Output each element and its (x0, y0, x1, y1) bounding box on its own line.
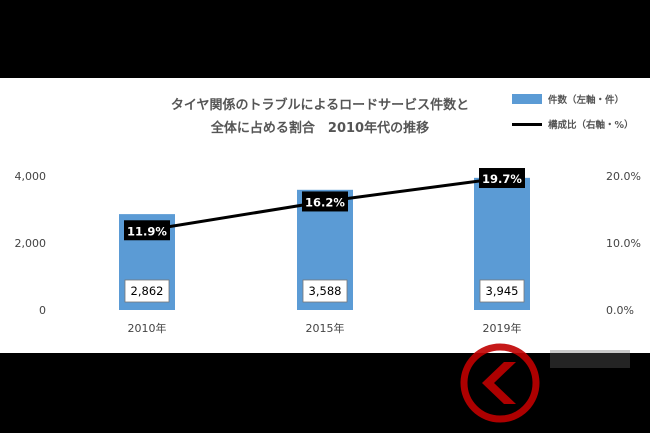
x-tick-label: 2015年 (306, 321, 345, 335)
legend-line-label: 構成比（右軸・%） (548, 120, 634, 131)
legend-item-line: 構成比（右軸・%） (512, 117, 634, 131)
bar-data-label-box (124, 279, 170, 303)
bar-data-label-box (479, 279, 525, 303)
y-left-tick-label: 0 (39, 304, 46, 317)
chart-title-line-2: 全体に占める割合 2010年代の推移 (210, 121, 430, 136)
line-data-label-box (124, 220, 170, 241)
bar-data-label: 3,945 (486, 284, 519, 298)
chart-title-line-1: タイヤ関係のトラブルによるロードサービス件数と (170, 98, 470, 113)
line-data-label: 19.7% (482, 172, 522, 186)
brand-logo-icon (460, 343, 630, 423)
legend-item-bar: 件数（左軸・件） (512, 92, 624, 106)
legend-bar-label: 件数（左軸・件） (548, 95, 625, 106)
y-right-tick-label: 0.0% (606, 304, 634, 317)
bar-data-label: 2,862 (131, 284, 164, 298)
line-data-label-box (302, 191, 348, 212)
legend-line-swatch (512, 122, 542, 126)
x-tick-label: 2019年 (483, 321, 522, 335)
y-right-tick-label: 20.0% (606, 170, 641, 183)
bar-data-label-box (302, 279, 348, 303)
bar-data-label: 3,588 (309, 284, 342, 298)
y-left-tick-label: 4,000 (15, 170, 47, 183)
line-data-label: 11.9% (127, 224, 167, 238)
line-data-label: 16.2% (305, 195, 345, 209)
line-data-label-box (479, 168, 525, 189)
chart-plot: 0 2,000 4,000 0.0% 10.0% 20.0% 2,862 3,588 3,945… (15, 168, 641, 335)
y-left-tick-label: 2,000 (15, 237, 47, 250)
legend-bar-swatch (512, 94, 542, 104)
y-right-tick-label: 10.0% (606, 237, 641, 250)
x-tick-label: 2010年 (128, 321, 167, 335)
